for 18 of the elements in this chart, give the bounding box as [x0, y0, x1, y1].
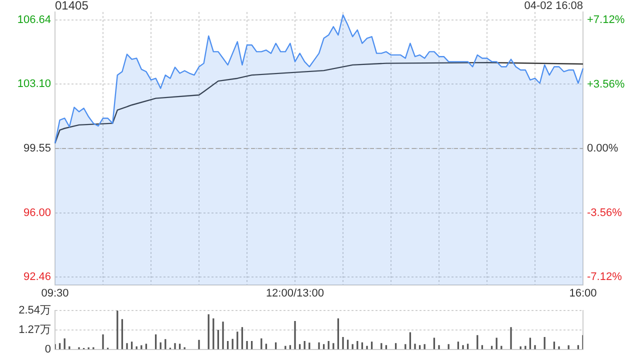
y3-tick-label: 0	[44, 343, 51, 356]
y2-tick-label: +7.12%	[587, 14, 625, 26]
y2-tick-label: -7.12%	[587, 271, 622, 284]
y-tick-label: 96.00	[23, 206, 51, 219]
chart-title: 01405	[55, 0, 89, 12]
x-tick-label: 16:00	[569, 288, 597, 300]
y-tick-label: 106.64	[17, 14, 51, 26]
y2-tick-label: 0.00%	[587, 142, 618, 155]
y-tick-label: 103.10	[17, 78, 51, 90]
y2-tick-label: -3.56%	[587, 206, 622, 219]
x-tick-label: 12:00/13:00	[266, 288, 324, 300]
y2-tick-label: +3.56%	[587, 78, 625, 90]
annotation: 04-02 16:08	[524, 0, 583, 12]
y-tick-label: 92.46	[23, 271, 51, 284]
y3-tick-label: 2.54万	[18, 304, 51, 317]
y-tick-label: 99.55	[23, 142, 51, 155]
y3-tick-label: 1.27万	[18, 324, 51, 336]
x-tick-label: 09:30	[41, 288, 69, 300]
